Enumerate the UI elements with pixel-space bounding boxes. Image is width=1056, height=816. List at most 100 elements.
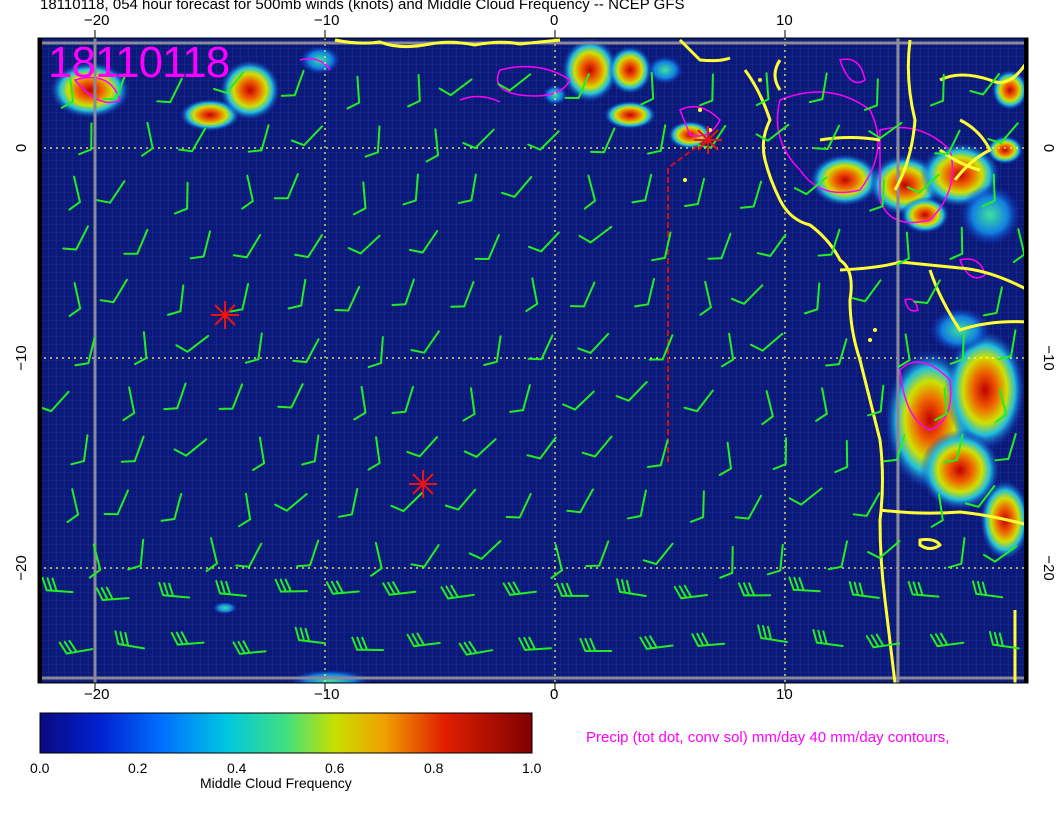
coastline [334, 38, 1028, 683]
wind-barb [458, 640, 494, 656]
wind-barb [651, 231, 672, 262]
wind-barb [68, 175, 81, 211]
wind-barb [739, 180, 763, 209]
storm-marker [694, 126, 722, 154]
wind-barb [252, 436, 266, 472]
wind-barb [525, 277, 539, 312]
wind-barb [160, 492, 183, 522]
wind-barb [934, 387, 948, 421]
wind-barb [585, 540, 610, 568]
wind-barb [987, 122, 1019, 145]
wind-barb [869, 179, 886, 212]
wind-barb [865, 633, 901, 649]
wind-barb [96, 180, 126, 204]
wind-barbs [38, 69, 1026, 656]
wind-barb [699, 73, 714, 107]
wind-barb [834, 439, 849, 474]
wind-barb [969, 73, 1000, 96]
wind-barb [721, 332, 735, 368]
x-tick-top: −10 [314, 12, 340, 29]
colorbar [39, 712, 533, 754]
wind-barb [897, 333, 911, 368]
wind-barb [868, 121, 903, 140]
x-tick-top: −20 [84, 12, 110, 29]
wind-barb [444, 488, 477, 511]
wind-barb [205, 537, 219, 573]
wind-barb [994, 388, 1008, 424]
wind-barb [867, 384, 885, 417]
wind-barb [848, 581, 880, 599]
wind-barb [562, 390, 595, 411]
wind-barb [639, 635, 674, 650]
wind-barb [41, 576, 74, 594]
wind-barb [294, 626, 326, 645]
wind-barb [402, 173, 419, 206]
wind-barb [949, 332, 965, 365]
wind-barb [88, 543, 102, 579]
wind-barb [813, 124, 841, 150]
wind-barb [334, 285, 361, 312]
wind-barb [555, 582, 589, 597]
wind-barb [808, 72, 828, 104]
wind-barb [462, 128, 495, 150]
cloud-frequency-field [50, 38, 1028, 683]
wind-barb [626, 489, 647, 520]
wind-barb [120, 435, 145, 463]
wind-barb [738, 582, 772, 597]
y-tick-right: −20 [1040, 555, 1056, 580]
wind-barb [60, 74, 75, 109]
date-stamp: 18110118 [48, 38, 230, 87]
wind-barb [947, 537, 966, 569]
wind-barb [232, 640, 267, 655]
wind-barb [564, 73, 590, 100]
wind-barb [95, 586, 130, 601]
wind-barb [863, 78, 879, 111]
wind-barb [274, 578, 308, 593]
wind-barb [971, 580, 1004, 599]
wind-barb [673, 584, 708, 600]
wind-barb [114, 630, 145, 650]
wind-barb [943, 433, 964, 464]
colorbar-label: Middle Cloud Frequency [200, 775, 352, 791]
wind-barb [406, 436, 439, 458]
wind-barb [949, 226, 964, 260]
wind-barb [761, 390, 774, 426]
wind-barb [913, 279, 941, 305]
wind-barb [527, 130, 560, 151]
wind-barb [988, 631, 1020, 650]
wind-barb [218, 383, 244, 410]
wind-barb [274, 493, 308, 512]
wind-barb [642, 542, 674, 566]
wind-barb [518, 636, 552, 651]
x-tick-top: 0 [550, 12, 559, 29]
wind-barb [347, 234, 381, 255]
wind-barb [370, 541, 383, 577]
wind-barb [502, 581, 537, 596]
wind-barb [509, 384, 531, 413]
wind-barb [425, 128, 440, 163]
wind-barb [166, 284, 185, 316]
colorbar-tick: 0.4 [227, 760, 247, 776]
wind-barb [578, 225, 613, 244]
wind-barb [896, 231, 910, 266]
wind-barb [719, 545, 734, 579]
wind-barb [577, 332, 610, 354]
wind-barb [74, 337, 96, 367]
map-title: 18110118, 054 hour forecast for 500mb wi… [40, 0, 685, 13]
wind-barb [338, 488, 359, 518]
y-tick-right: −10 [1040, 345, 1056, 370]
wind-barb [906, 173, 940, 194]
coast-islands [683, 78, 877, 342]
wind-barb [290, 125, 323, 147]
wind-barb [997, 329, 1017, 361]
storm-marker [211, 301, 239, 329]
wind-barb [410, 330, 440, 354]
wind-barb [462, 387, 476, 422]
wind-barb [123, 228, 149, 255]
wind-barb [127, 538, 145, 571]
wind-barb [273, 173, 299, 200]
wind-barb [981, 173, 996, 208]
wind-barb [817, 228, 841, 257]
wind-barb [62, 225, 89, 251]
